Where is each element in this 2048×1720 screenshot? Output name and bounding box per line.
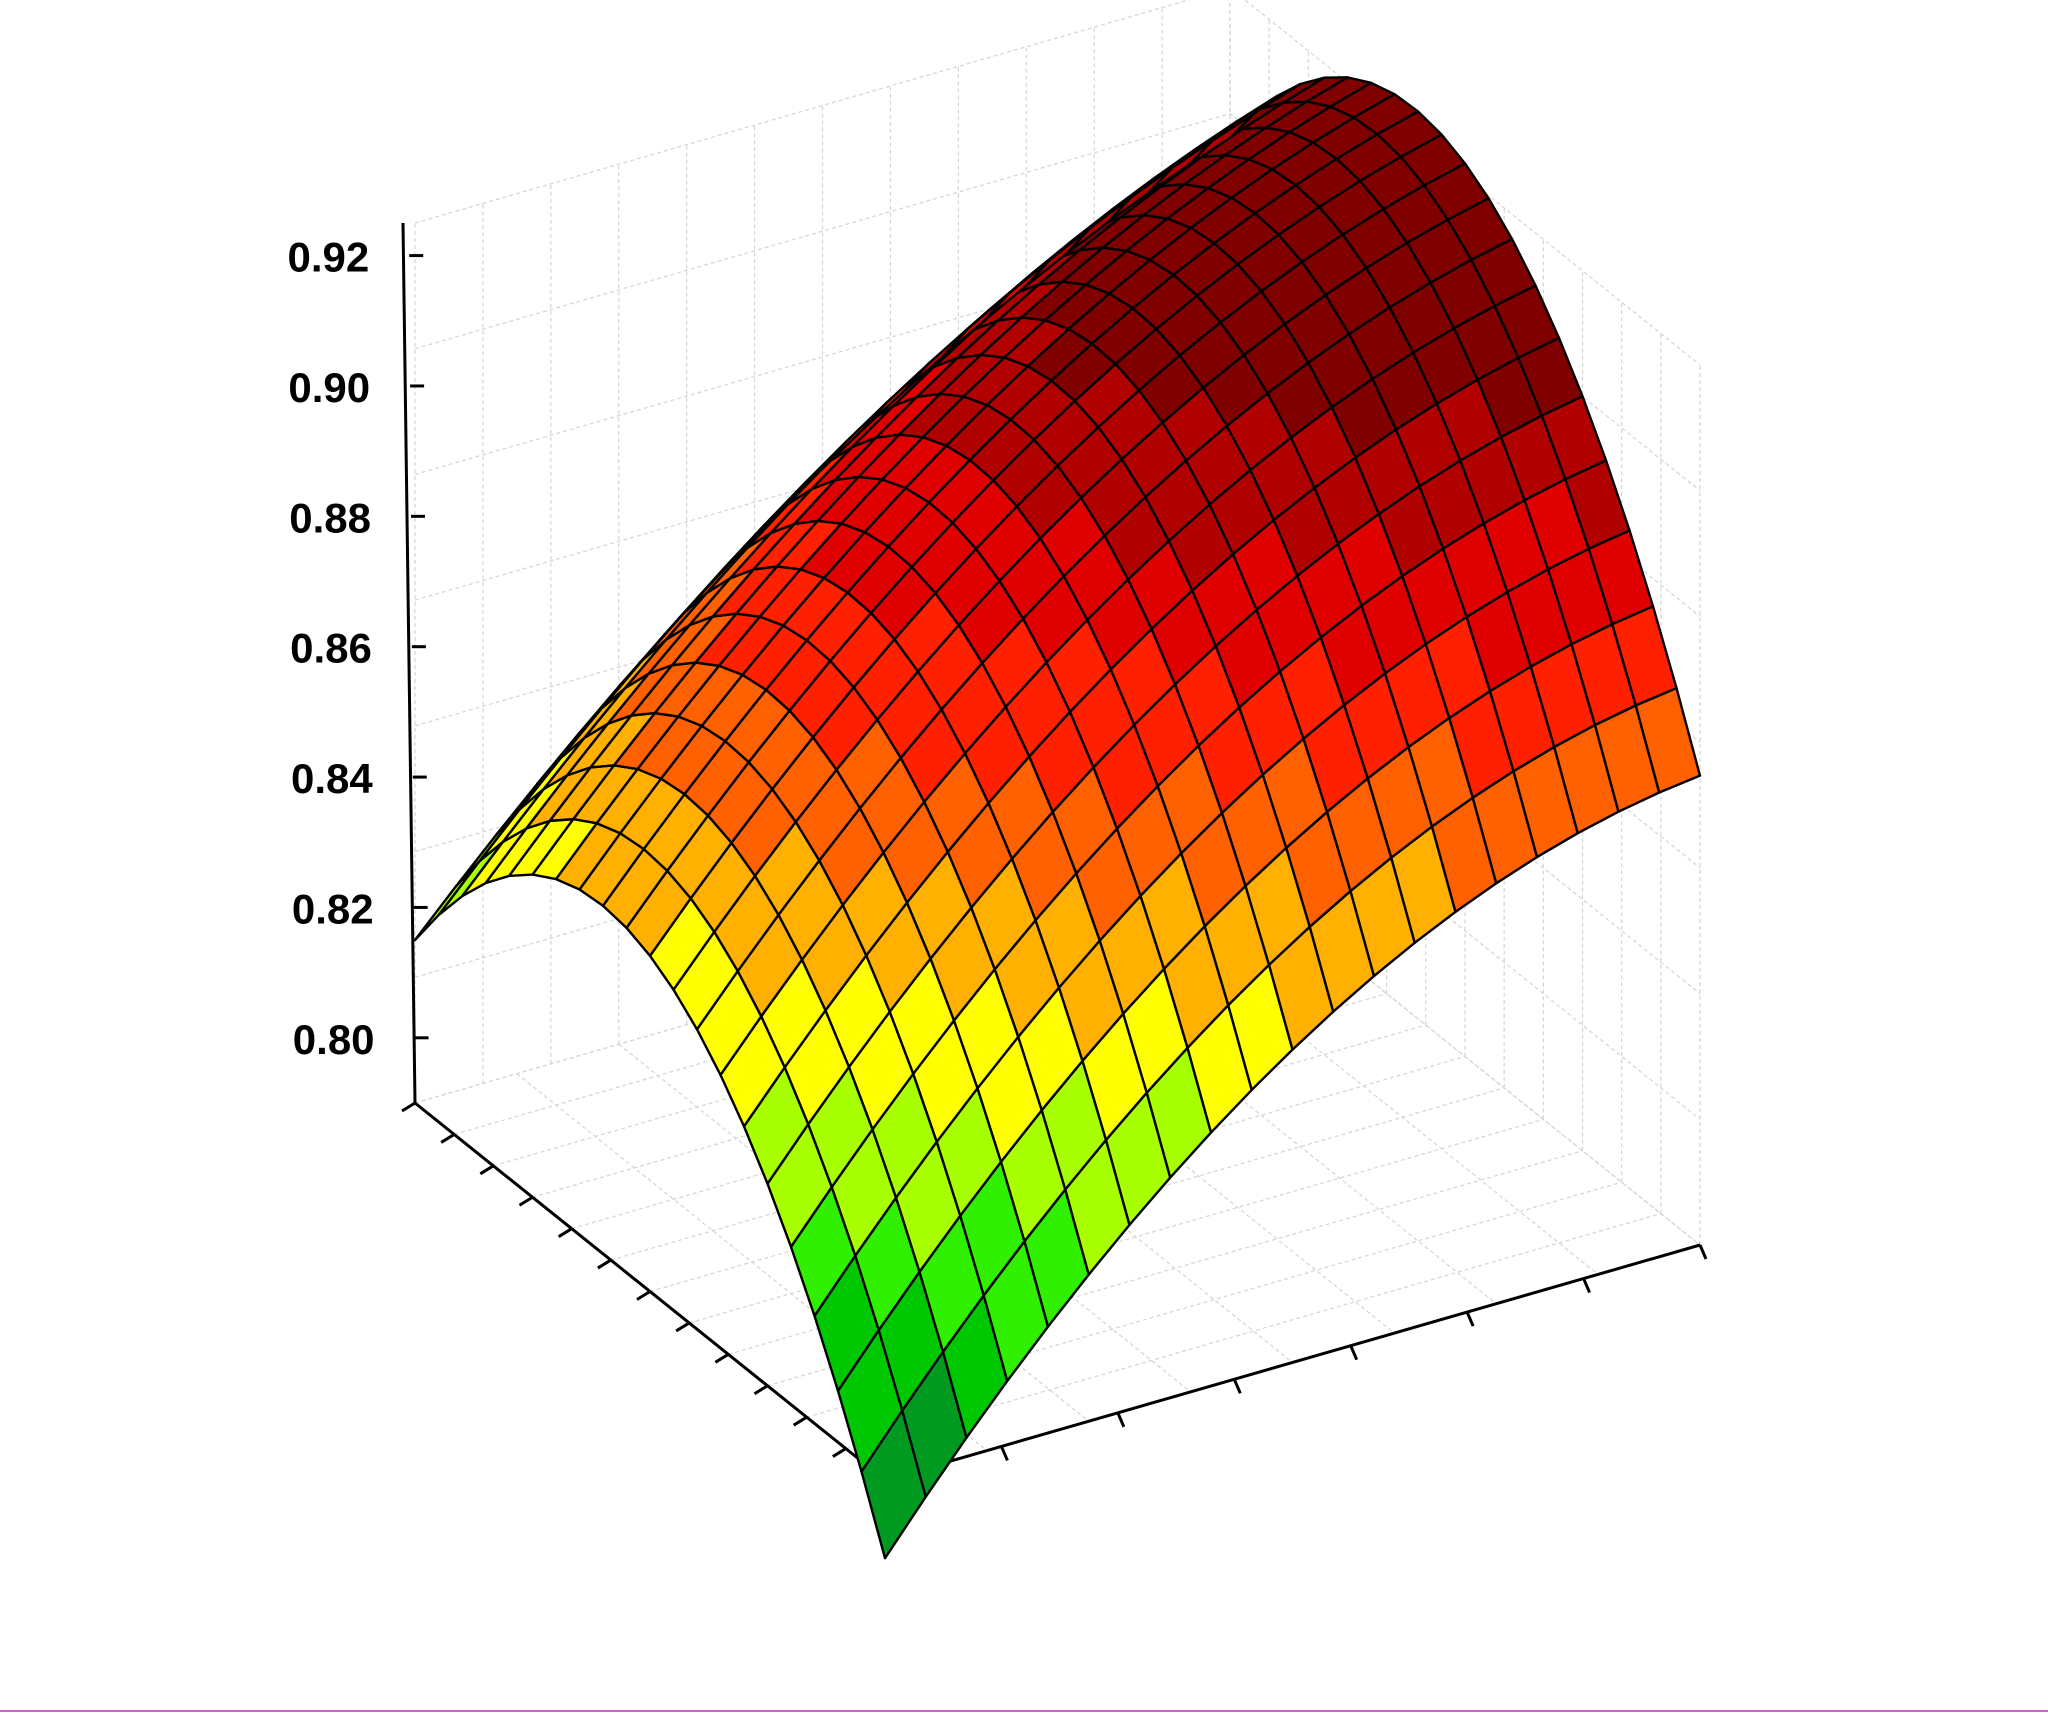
z-tick-label: 0.80 [293,1016,375,1063]
floor-grid-line [532,961,1348,1198]
x-tick [518,1195,534,1207]
y-tick [1116,1412,1126,1428]
z-tick-label: 0.92 [287,234,369,281]
x-tick [832,1447,847,1458]
back-grid-line [414,0,1701,366]
floor-grid-line [649,1055,1466,1293]
z-axis-line [401,222,417,1104]
x-tick [479,1164,495,1176]
y-axis-line [884,1243,1701,1482]
z-tick-label: 0.90 [288,364,370,411]
axes: 0.80 0.82 0.84 0.86 0.88 0.90 0.92 [287,222,1708,1495]
floor-grid-line [493,930,1309,1167]
z-tick-label: 0.86 [290,625,372,672]
x-tick [440,1133,455,1144]
x-tick [636,1290,651,1301]
z-tick-label: 0.82 [292,885,374,932]
x-tick [597,1258,612,1270]
y-tick [1582,1277,1591,1294]
z-tick-label: 0.88 [289,494,371,541]
floor-grid-line [414,867,1231,1104]
surface-cell [1188,112,1255,166]
floor-grid-line [454,898,1270,1135]
y-tick [1698,1244,1708,1260]
floor-grid-line [516,1073,988,1452]
x-tick [753,1384,769,1396]
x-tick [557,1227,573,1238]
bottom-border [0,1710,2048,1712]
y-tick [1000,1445,1009,1462]
x-tick [792,1415,808,1427]
y-tick [1232,1378,1242,1394]
floor-grid-line [610,1024,1426,1261]
y-tick [1349,1345,1359,1361]
x-tick [714,1353,730,1364]
x-tick [401,1101,416,1113]
floor-grid-line [571,993,1387,1230]
z-tick-label: 0.84 [291,755,373,802]
y-tick [1465,1311,1475,1327]
x-tick [675,1321,690,1333]
surface-mesh [413,76,1702,1560]
